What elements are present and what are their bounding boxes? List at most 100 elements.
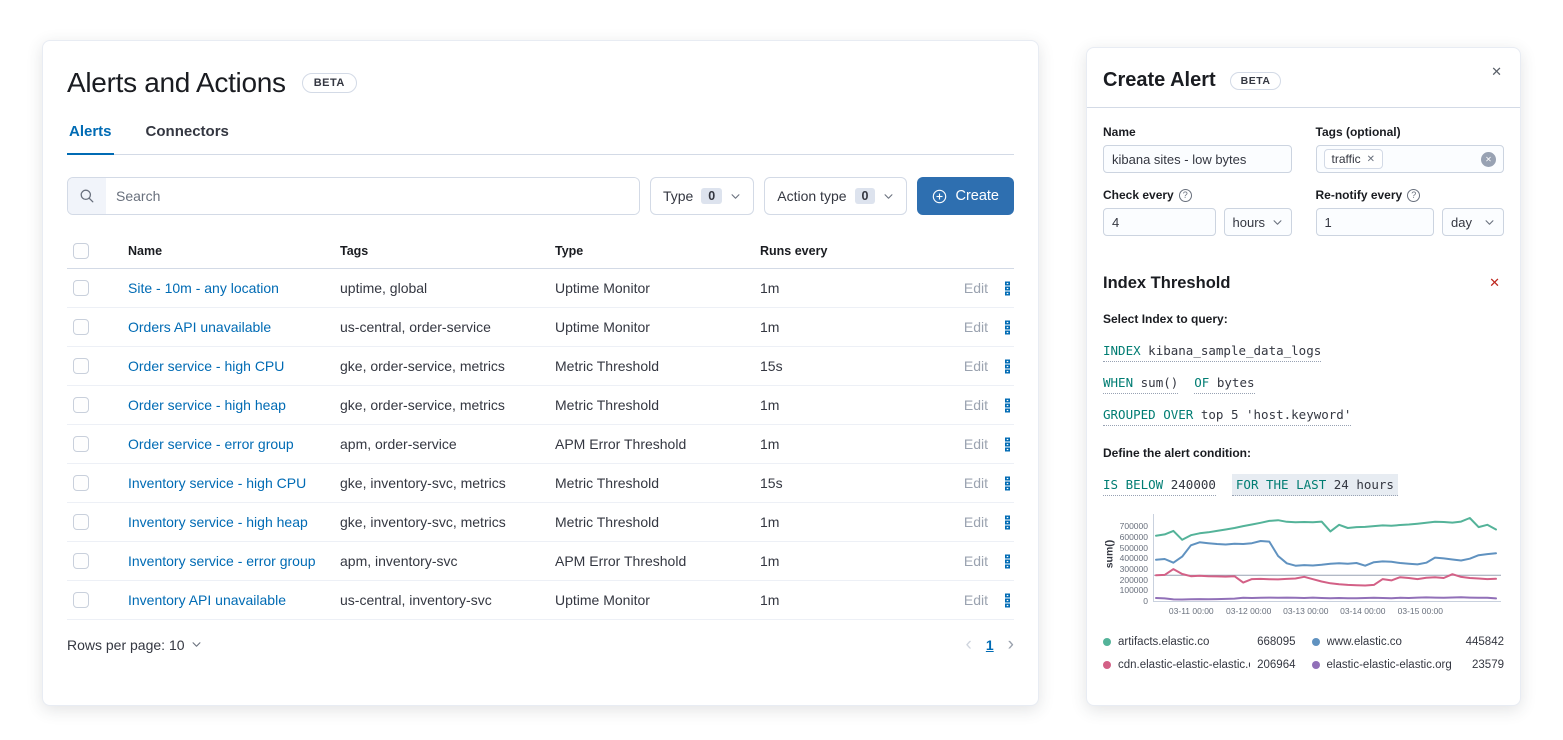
threshold-expression[interactable]: IS BELOW 240000	[1103, 477, 1216, 496]
legend-item[interactable]: www.elastic.co 445842	[1311, 636, 1504, 648]
select-all-checkbox[interactable]	[73, 243, 89, 259]
search-input[interactable]	[106, 178, 639, 214]
legend-item[interactable]: artifacts.elastic.co 668095	[1103, 636, 1296, 648]
legend-value: 668095	[1257, 636, 1296, 648]
legend-label: www.elastic.co	[1326, 636, 1402, 648]
help-icon: ?	[1407, 188, 1421, 202]
tags-input[interactable]: traffic ✕ ✕	[1315, 145, 1504, 173]
remove-tag-icon[interactable]: ✕	[1366, 153, 1376, 165]
legend-item[interactable]: cdn.elastic-elastic-elastic.o... 206964	[1103, 659, 1296, 671]
next-page-icon[interactable]: ›	[1007, 634, 1014, 655]
row-actions-menu-icon[interactable]	[988, 593, 1014, 608]
row-edit-link[interactable]: Edit	[963, 514, 988, 530]
row-tags: apm, inventory-svc	[340, 553, 458, 569]
y-tick-label: 600000	[1119, 531, 1148, 542]
expression-value: 24 hours	[1333, 477, 1394, 492]
row-runs-every: 1m	[760, 553, 780, 569]
row-runs-every: 15s	[760, 358, 783, 374]
check-every-value-input[interactable]	[1103, 208, 1216, 236]
page-title: Alerts and Actions	[67, 67, 286, 98]
grouped-over-expression[interactable]: GROUPED OVER top 5 'host.keyword'	[1103, 407, 1352, 426]
rows-per-page-control[interactable]: Rows per page: 10	[67, 637, 202, 653]
when-expression[interactable]: WHEN sum()	[1103, 375, 1179, 394]
row-type: Uptime Monitor	[555, 319, 650, 335]
row-actions-menu-icon[interactable]	[988, 515, 1014, 530]
row-name-link[interactable]: Inventory service - high heap	[128, 514, 308, 530]
tab-alerts[interactable]: Alerts	[67, 123, 114, 155]
index-expression[interactable]: INDEX kibana_sample_data_logs	[1103, 343, 1322, 362]
alert-name-input[interactable]	[1103, 145, 1292, 173]
row-edit-link[interactable]: Edit	[963, 358, 988, 374]
row-checkbox[interactable]	[73, 553, 89, 569]
y-tick-label: 200000	[1119, 574, 1148, 585]
row-edit-link[interactable]: Edit	[963, 397, 988, 413]
page-number[interactable]: 1	[985, 636, 994, 653]
search-box	[67, 177, 640, 215]
chevron-down-icon	[1485, 219, 1494, 225]
row-checkbox[interactable]	[73, 514, 89, 530]
renotify-unit-select[interactable]: day	[1442, 208, 1504, 236]
row-edit-link[interactable]: Edit	[963, 475, 988, 491]
renotify-value-input[interactable]	[1315, 208, 1434, 236]
row-edit-link[interactable]: Edit	[963, 592, 988, 608]
row-name-link[interactable]: Order service - high CPU	[128, 358, 285, 374]
row-actions-menu-icon[interactable]	[988, 281, 1014, 296]
row-checkbox[interactable]	[73, 592, 89, 608]
row-name-link[interactable]: Inventory service - high CPU	[128, 475, 307, 491]
row-checkbox[interactable]	[73, 280, 89, 296]
table-row: Order service - high CPU gke, order-serv…	[67, 347, 1014, 386]
of-expression[interactable]: OF bytes	[1194, 375, 1255, 394]
row-checkbox[interactable]	[73, 397, 89, 413]
row-name-link[interactable]: Order service - high heap	[128, 397, 286, 413]
legend-dot	[1311, 638, 1320, 646]
name-label: Name	[1103, 125, 1136, 139]
table-row: Order service - high heap gke, order-ser…	[67, 386, 1014, 425]
alerts-and-actions-panel: Alerts and Actions BETA Alerts Connector…	[42, 40, 1039, 706]
legend-value: 23579	[1472, 659, 1504, 671]
row-type: Uptime Monitor	[555, 592, 650, 608]
close-icon[interactable]: ✕	[1491, 64, 1502, 79]
row-tags: gke, inventory-svc, metrics	[340, 475, 506, 491]
remove-alert-type-icon[interactable]: ✕	[1489, 275, 1500, 290]
row-actions-menu-icon[interactable]	[988, 437, 1014, 452]
row-name-link[interactable]: Site - 10m - any location	[128, 280, 279, 296]
check-every-group: Check every ? hours	[1103, 188, 1292, 236]
type-filter-button[interactable]: Type 0	[649, 177, 755, 215]
table-body: Site - 10m - any location uptime, global…	[67, 269, 1014, 620]
row-actions-menu-icon[interactable]	[988, 398, 1014, 413]
row-name-link[interactable]: Inventory service - error group	[128, 553, 316, 569]
tab-connectors[interactable]: Connectors	[145, 123, 229, 140]
row-name-link[interactable]: Order service - error group	[128, 436, 294, 452]
check-every-label: Check every	[1103, 188, 1174, 202]
row-tags: uptime, global	[340, 280, 428, 296]
row-name-link[interactable]: Orders API unavailable	[128, 319, 272, 335]
time-window-expression[interactable]: FOR THE LAST 24 hours	[1231, 474, 1398, 496]
row-checkbox[interactable]	[73, 358, 89, 374]
row-checkbox[interactable]	[73, 475, 89, 491]
previous-page-icon[interactable]: ‹	[965, 634, 972, 655]
threshold-preview-chart: sum() 0 100000 200000 300000 400000 500000 600…	[1103, 510, 1504, 622]
legend-label: elastic-elastic-elastic.org	[1326, 659, 1452, 671]
row-checkbox[interactable]	[73, 319, 89, 335]
row-edit-link[interactable]: Edit	[963, 280, 988, 296]
legend-dot	[1103, 638, 1111, 646]
row-edit-link[interactable]: Edit	[963, 553, 988, 569]
row-actions-menu-icon[interactable]	[988, 320, 1014, 335]
row-edit-link[interactable]: Edit	[963, 436, 988, 452]
row-edit-link[interactable]: Edit	[963, 319, 988, 335]
row-actions-menu-icon[interactable]	[988, 359, 1014, 374]
row-checkbox[interactable]	[73, 436, 89, 452]
row-actions-menu-icon[interactable]	[988, 476, 1014, 491]
row-name-link[interactable]: Inventory API unavailable	[128, 592, 286, 608]
legend-item[interactable]: elastic-elastic-elastic.org 23579	[1311, 659, 1504, 671]
table-row: Inventory service - high heap gke, inven…	[67, 503, 1014, 542]
table-row: Site - 10m - any location uptime, global…	[67, 269, 1014, 308]
check-every-unit-select[interactable]: hours	[1223, 208, 1292, 236]
row-actions-menu-icon[interactable]	[988, 554, 1014, 569]
create-button[interactable]: Create	[917, 177, 1014, 215]
action-type-filter-button[interactable]: Action type 0	[764, 177, 908, 215]
clear-tags-icon[interactable]: ✕	[1481, 151, 1496, 167]
row-tags: apm, order-service	[340, 436, 457, 452]
tag-pill[interactable]: traffic ✕	[1323, 149, 1384, 169]
